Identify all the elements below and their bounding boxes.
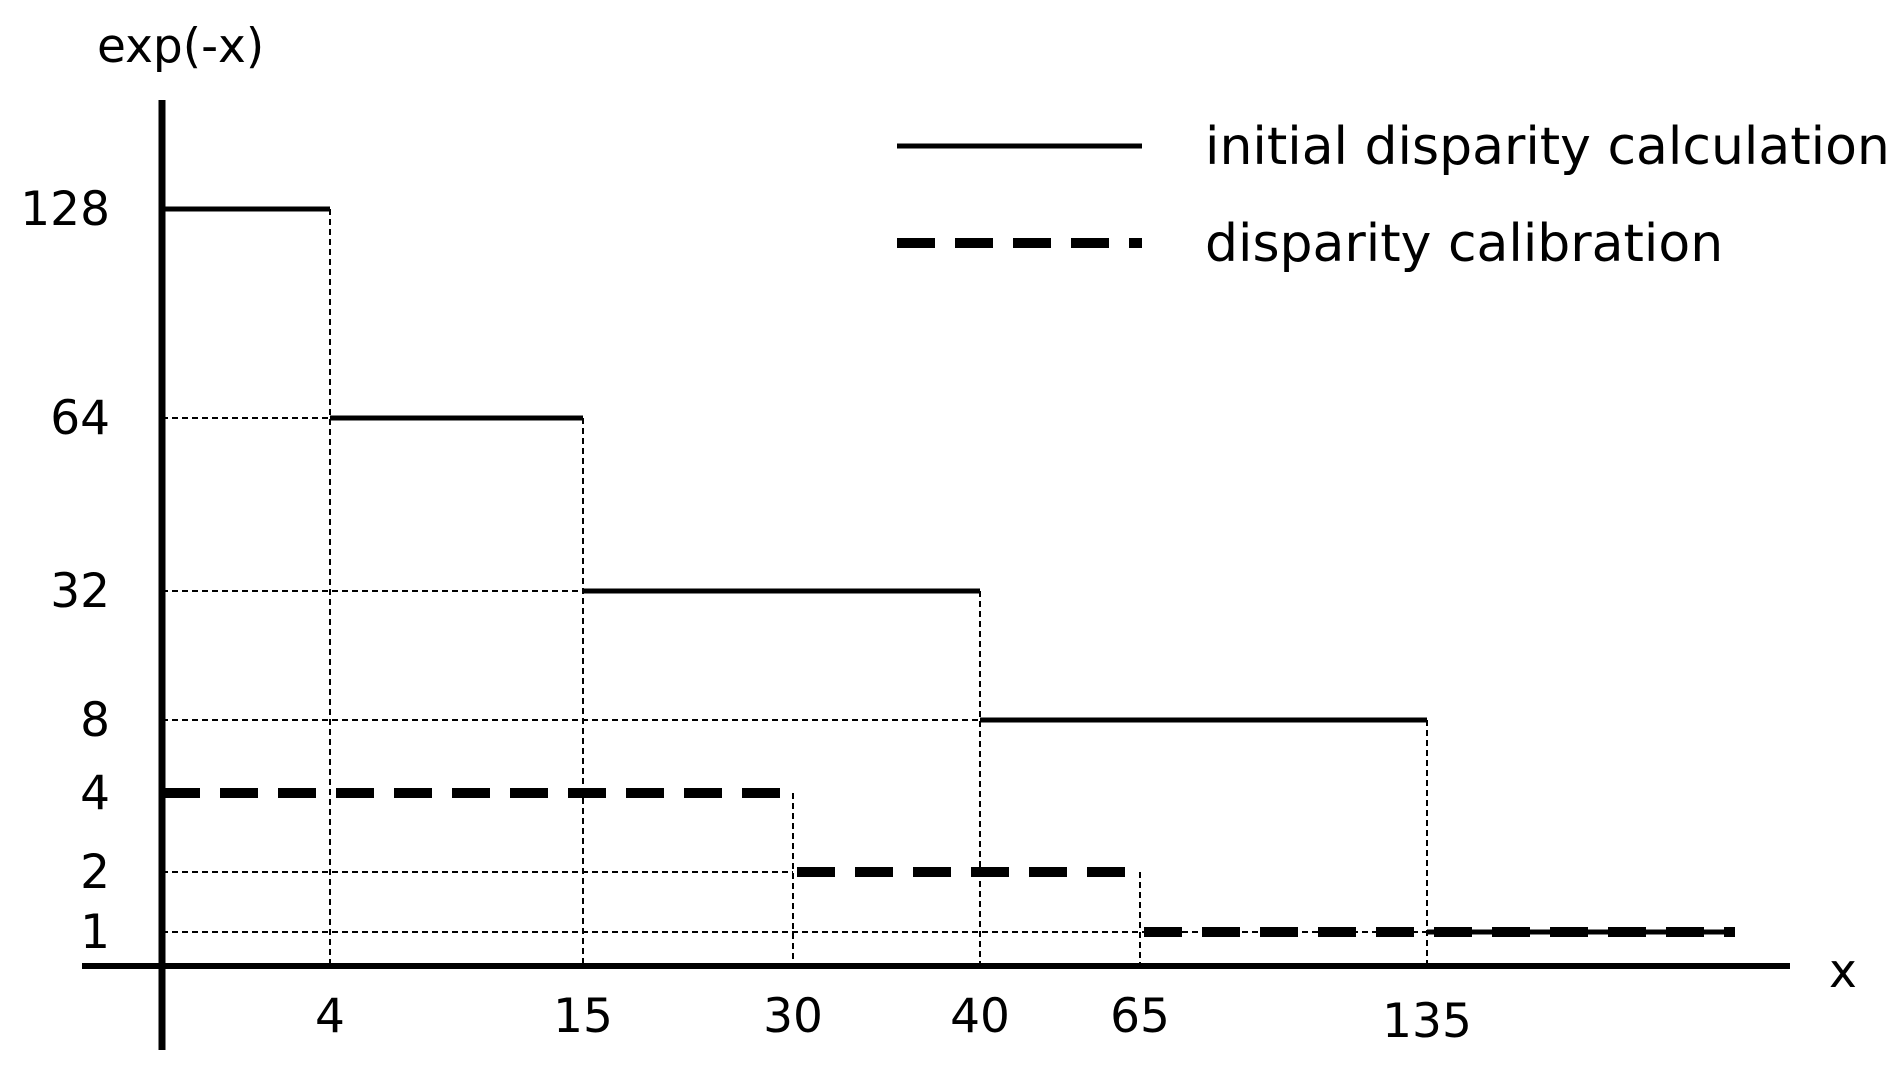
y-tick-label: 64 xyxy=(50,391,110,446)
legend: initial disparity calculation disparity c… xyxy=(897,117,1888,274)
x-tick-label: 15 xyxy=(553,989,613,1044)
y-tick-label: 128 xyxy=(20,182,110,237)
x-tick-label: 65 xyxy=(1110,989,1170,1044)
guide-lines xyxy=(162,209,1428,966)
y-tick-label: 2 xyxy=(80,845,110,900)
y-tick-label: 32 xyxy=(50,564,110,619)
x-tick-label: 30 xyxy=(763,989,823,1044)
y-tick-label: 1 xyxy=(80,905,110,960)
x-tick-label: 135 xyxy=(1382,994,1472,1049)
legend-label: disparity calibration xyxy=(1205,214,1723,274)
x-tick-label: 4 xyxy=(315,989,345,1044)
legend-label: initial disparity calculation xyxy=(1205,117,1888,177)
y-axis-label: exp(-x) xyxy=(97,19,264,74)
axes: exp(-x) x xyxy=(82,19,1857,1050)
y-tick-label: 8 xyxy=(80,693,110,748)
y-tick-label: 4 xyxy=(80,766,110,821)
x-axis-label: x xyxy=(1829,944,1857,999)
series-lines xyxy=(162,206,1735,937)
x-tick-label: 40 xyxy=(950,989,1010,1044)
tick-labels: 128 64 32 8 4 21 4 15 30 40 65 135 xyxy=(20,182,1472,1049)
